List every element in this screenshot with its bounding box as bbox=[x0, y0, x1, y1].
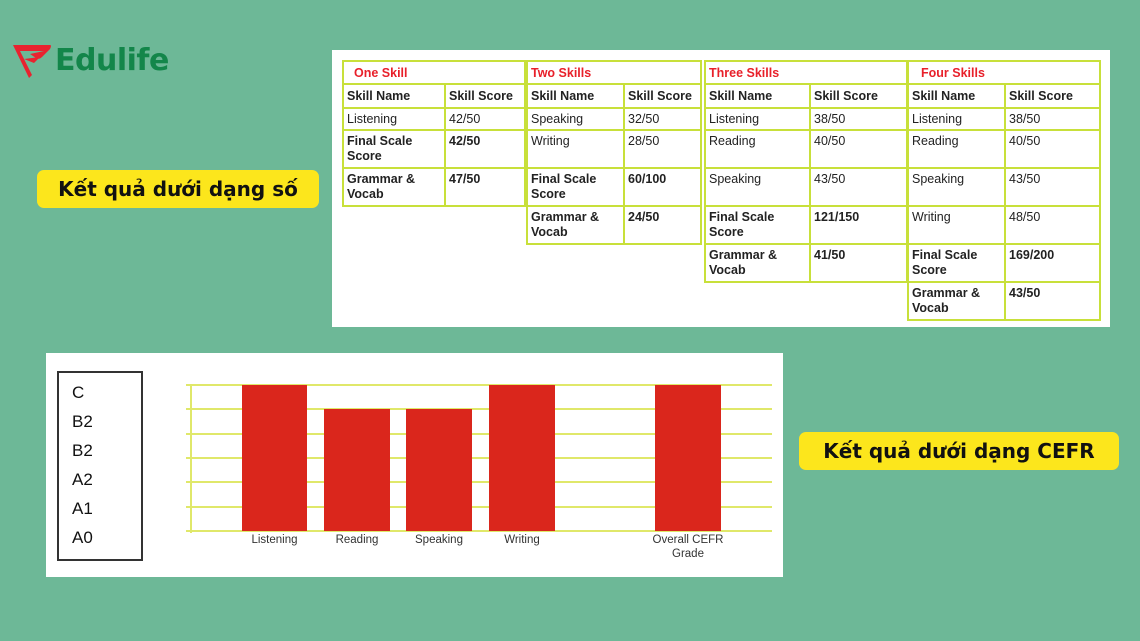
gridline bbox=[186, 530, 772, 532]
table-row: Listening 38/50 bbox=[907, 107, 1101, 131]
table-row: Grammar & Vocab 43/50 bbox=[907, 281, 1101, 321]
header-skill-score: Skill Score bbox=[1004, 83, 1101, 109]
table-row: Final Scale Score 121/150 bbox=[704, 205, 908, 245]
cefr-chart-panel: C B2 B2 A2 A1 A0 Listening Reading Speak… bbox=[46, 353, 783, 577]
table-row: Writing 48/50 bbox=[907, 205, 1101, 245]
table-title: Three Skills bbox=[704, 60, 908, 85]
bar-reading bbox=[324, 409, 390, 531]
legend-level: A1 bbox=[72, 499, 93, 518]
four-skills-table: Four Skills Skill Name Skill Score Listen… bbox=[907, 60, 1101, 321]
bar-overall-cefr-grade bbox=[655, 385, 721, 531]
gridline bbox=[186, 408, 772, 410]
brand-name: Edulife bbox=[55, 43, 169, 78]
bar-speaking bbox=[406, 409, 472, 531]
gridline bbox=[186, 481, 772, 483]
gridline bbox=[186, 433, 772, 435]
header-skill-name: Skill Name bbox=[342, 83, 446, 109]
header-skill-score: Skill Score bbox=[623, 83, 702, 109]
cefr-level-legend: C B2 B2 A2 A1 A0 bbox=[57, 371, 143, 561]
x-label: Reading bbox=[335, 534, 379, 546]
gridline bbox=[186, 457, 772, 459]
table-row: Final Scale Score 60/100 bbox=[526, 167, 702, 207]
edulife-mark-icon bbox=[13, 45, 51, 78]
table-row: Final Scale Score 169/200 bbox=[907, 243, 1101, 283]
header-skill-score: Skill Score bbox=[444, 83, 526, 109]
x-label: Overall CEFR Grade bbox=[652, 534, 724, 560]
legend-level: B2 bbox=[72, 441, 93, 460]
table-row: Speaking 43/50 bbox=[704, 167, 908, 207]
x-label: Writing bbox=[504, 534, 540, 546]
table-row: Writing 28/50 bbox=[526, 129, 702, 169]
one-skill-table: One Skill Skill Name Skill Score Listenin… bbox=[342, 60, 526, 207]
edulife-logo: Edulife bbox=[12, 42, 169, 80]
gridline bbox=[186, 384, 772, 386]
score-tables-panel: One Skill Skill Name Skill Score Listenin… bbox=[332, 50, 1110, 327]
table-title: Two Skills bbox=[526, 60, 702, 85]
table-row: Speaking 32/50 bbox=[526, 107, 702, 131]
header-skill-name: Skill Name bbox=[526, 83, 625, 109]
table-row: Grammar & Vocab 41/50 bbox=[704, 243, 908, 283]
two-skills-table: Two Skills Skill Name Skill Score Speakin… bbox=[526, 60, 702, 245]
header-skill-name: Skill Name bbox=[704, 83, 811, 109]
table-row: Final Scale Score 42/50 bbox=[342, 129, 526, 169]
numeric-result-label: Kết quả dưới dạng số bbox=[37, 170, 319, 208]
header-skill-score: Skill Score bbox=[809, 83, 908, 109]
legend-level: B2 bbox=[72, 412, 93, 431]
gridline bbox=[186, 506, 772, 508]
legend-level: A0 bbox=[72, 528, 93, 547]
cefr-result-label: Kết quả dưới dạng CEFR bbox=[799, 432, 1119, 470]
bar-listening bbox=[242, 385, 307, 531]
table-row: Reading 40/50 bbox=[704, 129, 908, 169]
x-label: Listening bbox=[251, 534, 298, 546]
bar-writing bbox=[489, 385, 555, 531]
table-row: Grammar & Vocab 47/50 bbox=[342, 167, 526, 207]
legend-level: A2 bbox=[72, 470, 93, 489]
table-row: Reading 40/50 bbox=[907, 129, 1101, 169]
table-row: Listening 38/50 bbox=[704, 107, 908, 131]
header-skill-name: Skill Name bbox=[907, 83, 1006, 109]
table-title: One Skill bbox=[342, 60, 526, 85]
bar-chart: Listening Reading Speaking Writing Overa… bbox=[46, 353, 783, 577]
x-label: Speaking bbox=[415, 534, 463, 546]
table-row: Speaking 43/50 bbox=[907, 167, 1101, 207]
y-axis bbox=[190, 385, 192, 533]
table-row: Listening 42/50 bbox=[342, 107, 526, 131]
table-title: Four Skills bbox=[907, 60, 1101, 85]
table-row: Grammar & Vocab 24/50 bbox=[526, 205, 702, 245]
legend-level: C bbox=[72, 383, 85, 402]
three-skills-table: Three Skills Skill Name Skill Score Liste… bbox=[704, 60, 908, 283]
